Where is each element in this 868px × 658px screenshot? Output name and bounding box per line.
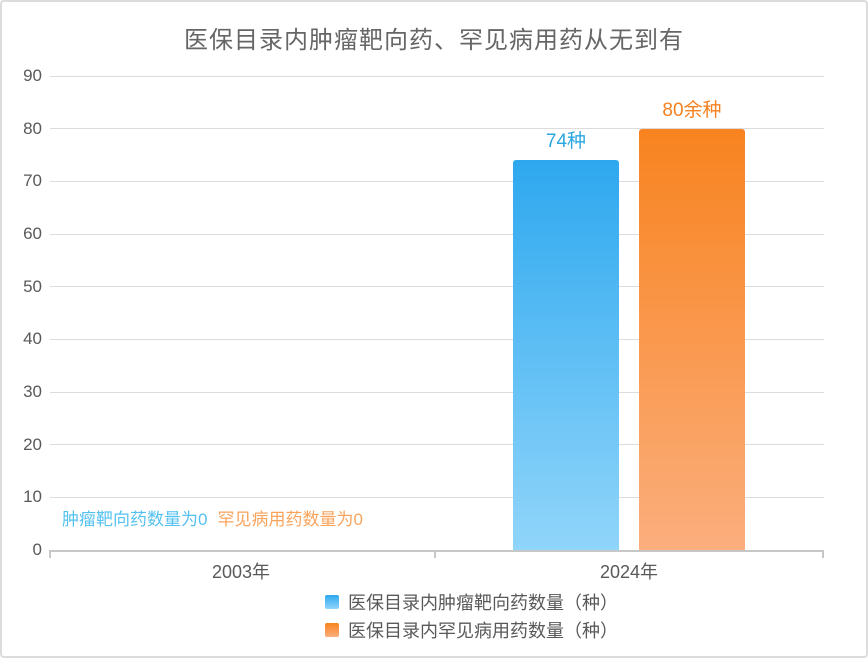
y-tick-label-10: 10 (23, 487, 42, 507)
y-tick-label-20: 20 (23, 434, 42, 454)
bar-value-label-rare-disease-drugs: 80余种 (662, 100, 722, 121)
y-tick-label-50: 50 (23, 276, 42, 296)
y-tick-label-70: 70 (23, 171, 42, 191)
x-axis-tick-middle (434, 550, 436, 558)
gridline-10 (50, 496, 824, 498)
gridline-60 (50, 233, 824, 235)
legend-swatch-orange-icon (325, 623, 339, 637)
legend-item-rare-disease-drugs: 医保目录内罕见病用药数量（种） (325, 619, 618, 641)
gridline-70 (50, 180, 824, 182)
legend-item-tumor-drugs: 医保目录内肿瘤靶向药数量（种） (325, 591, 618, 613)
bar-rare-disease-drugs-2024 (639, 129, 745, 550)
gridline-30 (50, 391, 824, 393)
gridline-90 (50, 75, 824, 77)
x-axis-tick-right (822, 550, 824, 558)
x-axis-line (50, 550, 824, 552)
gridline-40 (50, 338, 824, 340)
gridline-20 (50, 444, 824, 446)
zero-value-annotations: 肿瘤靶向药数量为0 罕见病用药数量为0 (62, 505, 363, 530)
legend: 医保目录内肿瘤靶向药数量（种） 医保目录内罕见病用药数量（种） (325, 591, 618, 647)
y-tick-label-80: 80 (23, 118, 42, 138)
annotation-tumor-drugs-zero: 肿瘤靶向药数量为0 (62, 510, 208, 529)
x-axis-tick-left (49, 550, 51, 558)
y-tick-label-0: 0 (32, 540, 42, 559)
gridline-50 (50, 286, 824, 288)
x-axis-label-2024: 2024年 (599, 562, 659, 582)
x-axis-label-2003: 2003年 (211, 562, 271, 582)
bar-tumor-targeted-drugs-2024 (513, 160, 619, 550)
y-tick-label-60: 60 (23, 224, 42, 243)
legend-swatch-blue-icon (325, 595, 339, 609)
annotation-rare-disease-drugs-zero: 罕见病用药数量为0 (217, 510, 363, 529)
y-tick-label-40: 40 (23, 329, 42, 349)
y-tick-label-90: 90 (23, 66, 42, 85)
gridline-80 (50, 128, 824, 130)
legend-label-tumor-drugs: 医保目录内肿瘤靶向药数量（种） (348, 593, 618, 613)
y-tick-label-30: 30 (23, 382, 42, 401)
legend-label-rare-disease-drugs: 医保目录内罕见病用药数量（种） (348, 621, 618, 641)
bar-value-label-tumor-drugs: 74种 (545, 131, 587, 152)
chart-title: 医保目录内肿瘤靶向药、罕见病用药从无到有 (184, 27, 684, 54)
